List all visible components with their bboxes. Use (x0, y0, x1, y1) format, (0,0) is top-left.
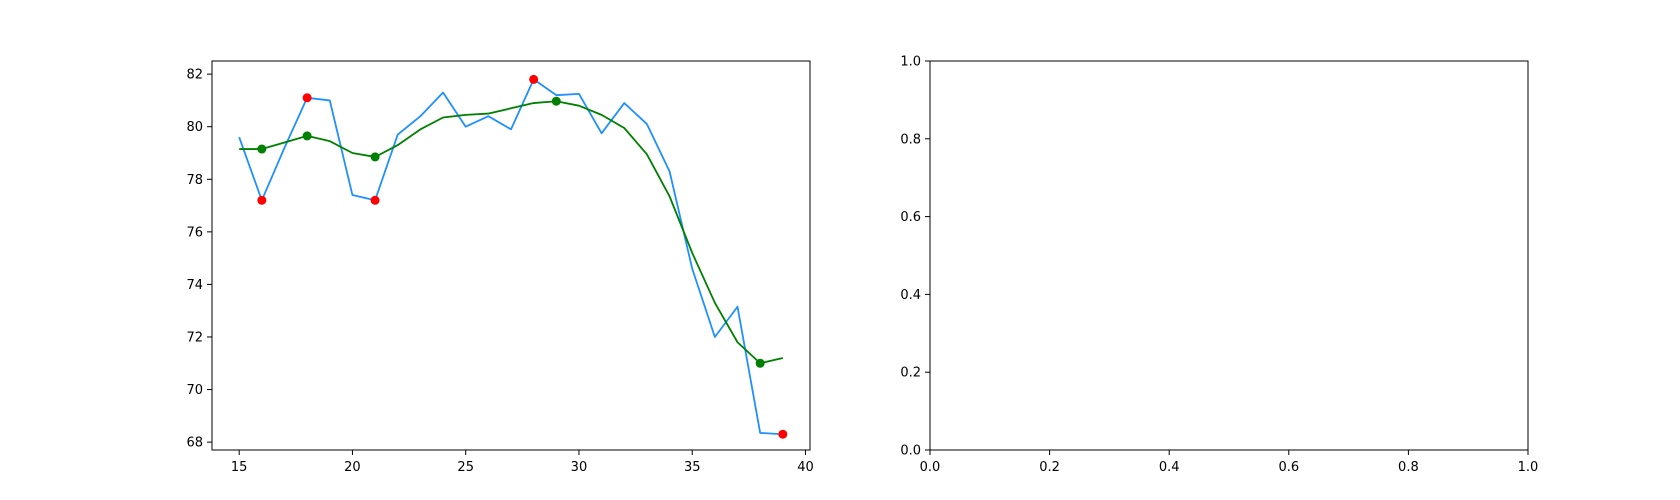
data-point (529, 74, 539, 84)
y-tick-label: 0.0 (900, 444, 921, 459)
axes-frame (211, 60, 811, 451)
x-tick-label: 40 (797, 460, 814, 475)
series-line-0 (238, 78, 783, 436)
axes-frame (929, 60, 1529, 451)
x-tick-label: 30 (571, 460, 588, 475)
data-point (778, 429, 788, 439)
x-tick-label: 15 (231, 460, 248, 475)
x-tick-label: 0.0 (920, 460, 941, 475)
y-tick-label: 0.4 (900, 288, 921, 303)
x-tick-label: 0.4 (1159, 460, 1180, 475)
y-tick-label: 72 (186, 330, 203, 345)
y-tick-label: 0.6 (900, 210, 921, 225)
x-tick-label: 0.8 (1398, 460, 1419, 475)
y-tick-label: 0.2 (900, 366, 921, 381)
x-tick-label: 20 (344, 460, 361, 475)
data-point (257, 195, 267, 205)
x-tick-label: 25 (457, 460, 474, 475)
x-tick-label: 0.6 (1278, 460, 1299, 475)
x-tick-label: 0.2 (1039, 460, 1060, 475)
y-tick-label: 74 (186, 278, 203, 293)
data-point (755, 358, 765, 368)
data-point (302, 131, 312, 141)
data-point (370, 152, 380, 162)
y-tick-label: 0.8 (900, 132, 921, 147)
data-point (257, 144, 267, 154)
y-tick-label: 68 (186, 436, 203, 451)
series-line-1 (239, 100, 784, 365)
y-tick-label: 80 (186, 120, 203, 135)
y-tick-label: 78 (186, 173, 203, 188)
y-tick-label: 70 (186, 383, 203, 398)
y-tick-label: 76 (186, 225, 203, 240)
y-tick-label: 1.0 (900, 55, 921, 70)
y-tick-label: 82 (186, 68, 203, 83)
x-tick-label: 35 (684, 460, 701, 475)
x-tick-label: 1.0 (1518, 460, 1539, 475)
data-point (302, 93, 312, 103)
data-point (370, 195, 380, 205)
right-plot-empty: 0.0 0.2 0.4 0.6 0.8 1.0 0.0 0.2 0.4 0.6 0.8 1.0 (900, 55, 1538, 476)
left-plot: 15 20 25 30 35 40 68 70 72 74 76 78 80 82 (186, 60, 814, 475)
data-point (551, 96, 561, 106)
